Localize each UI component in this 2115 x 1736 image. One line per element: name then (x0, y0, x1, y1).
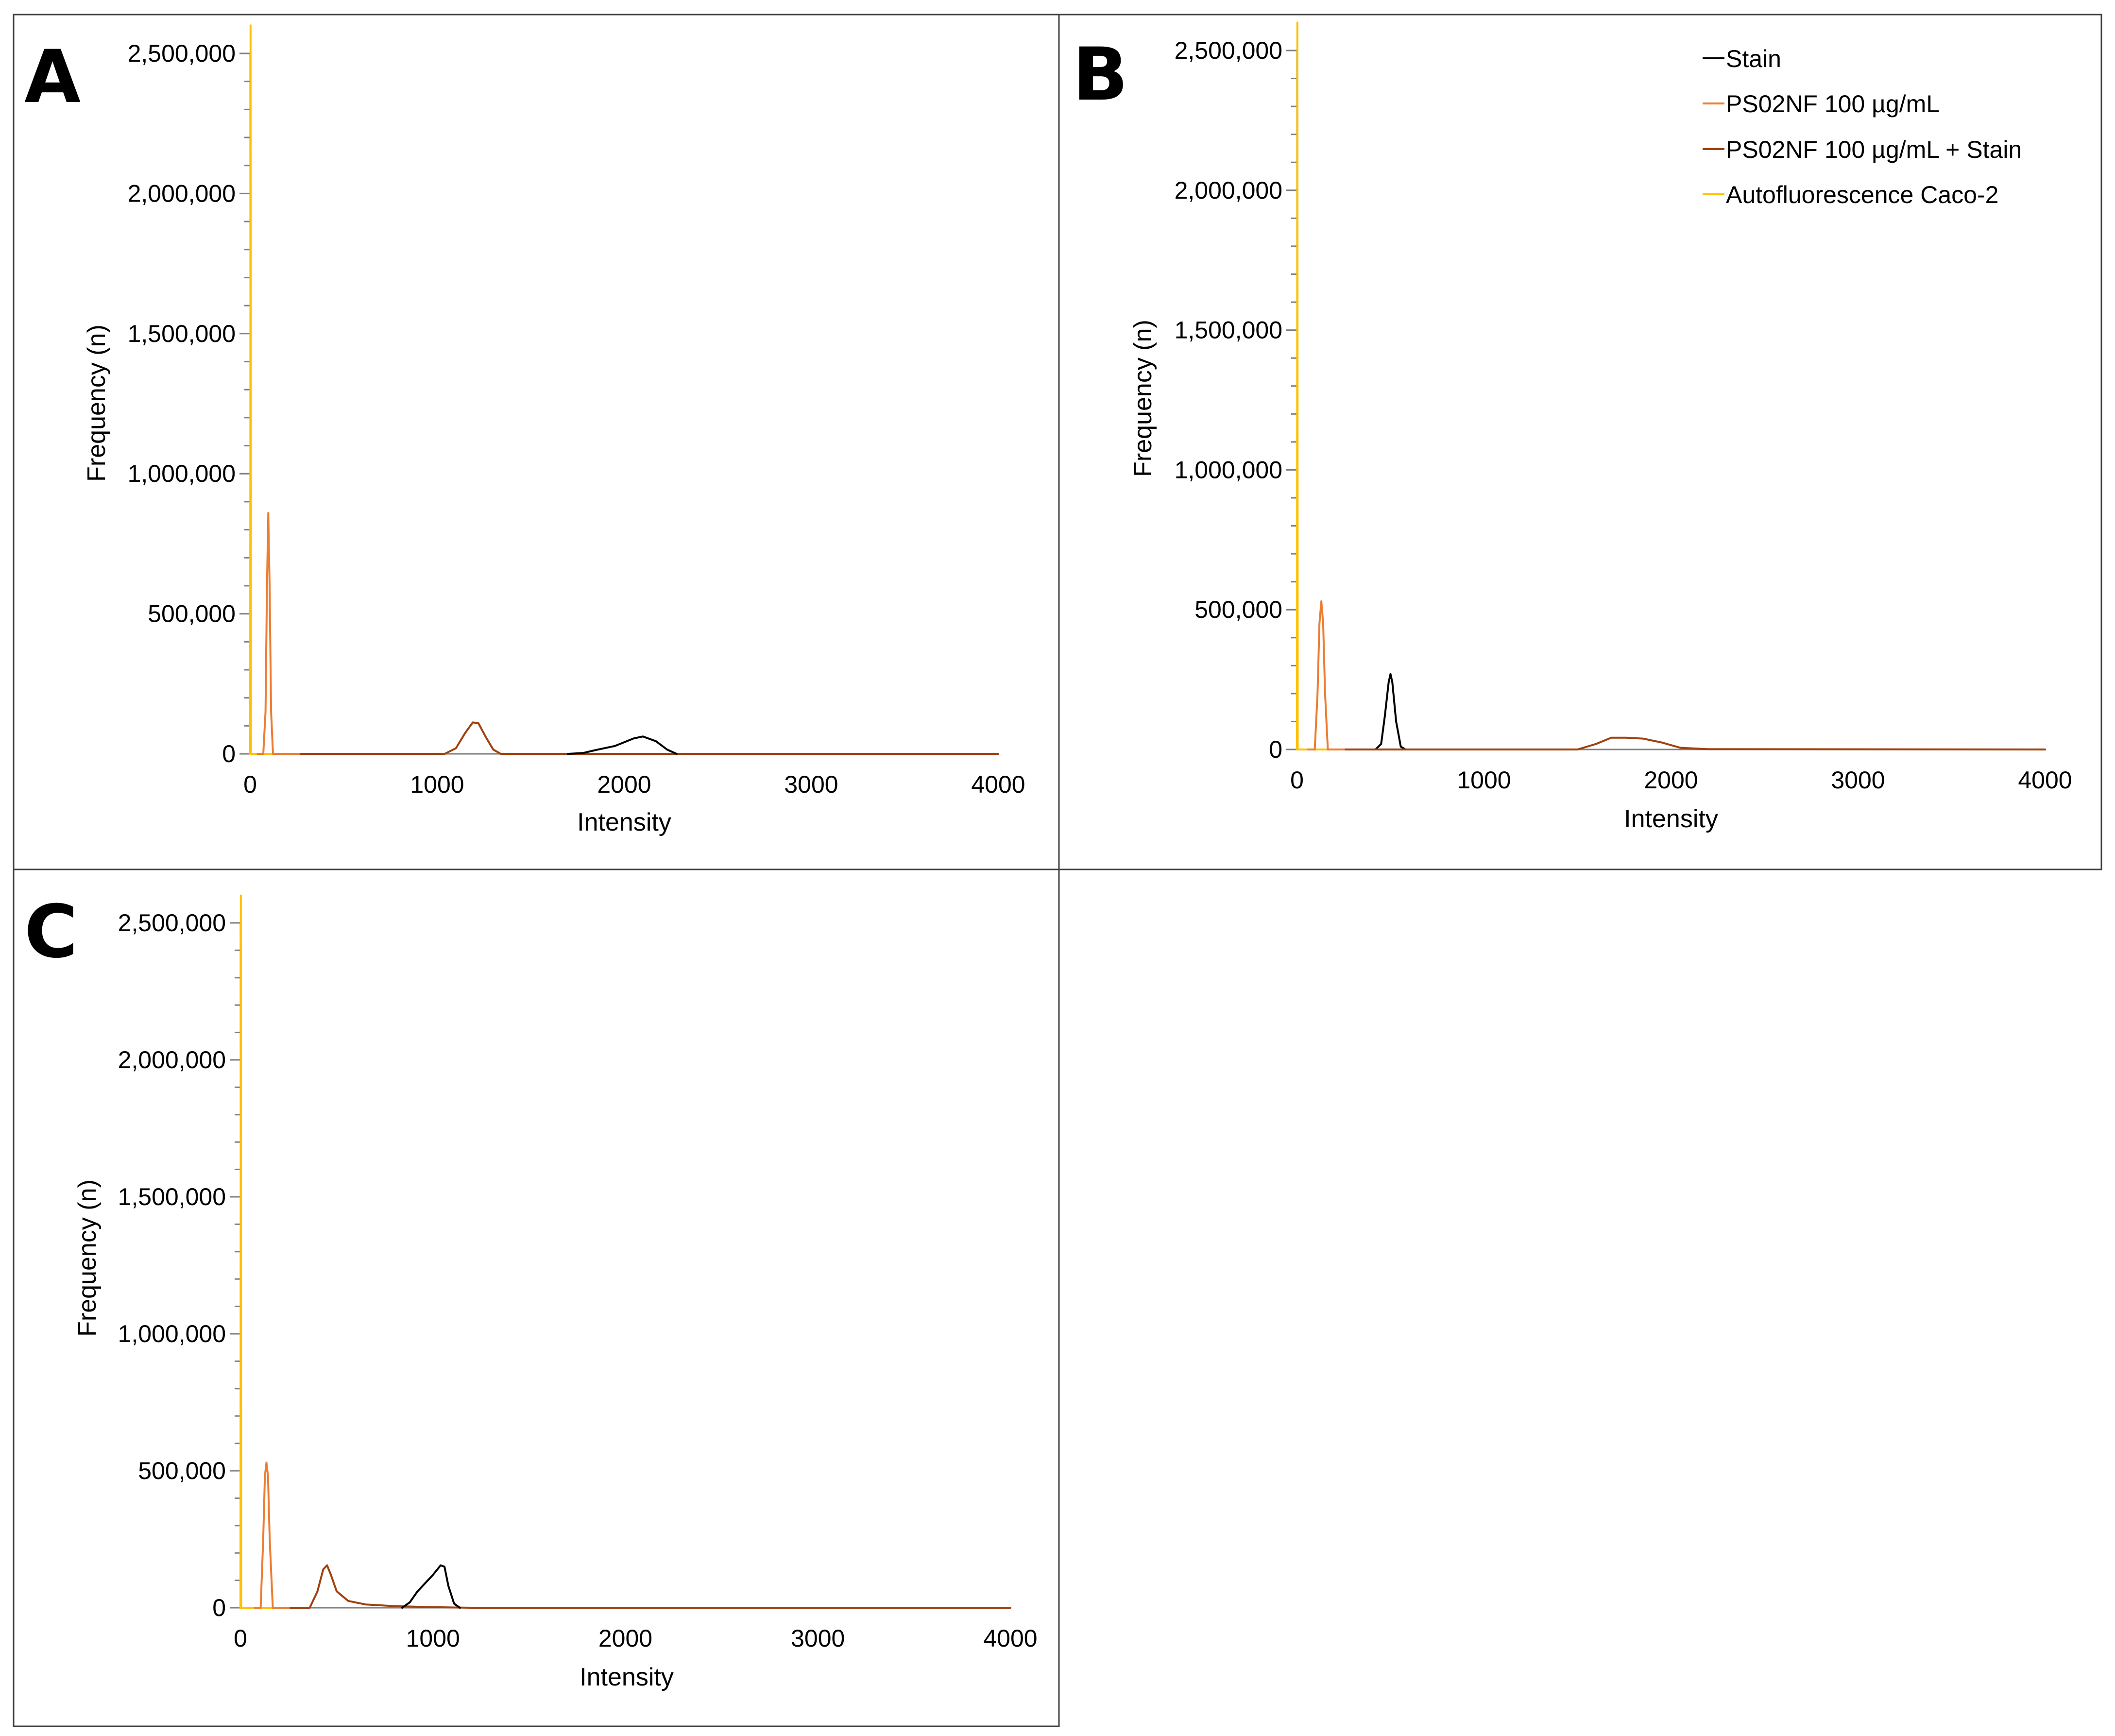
x-tick-label: 2000 (597, 771, 651, 798)
legend-label-ps02nf: PS02NF 100 µg/mL (1726, 90, 1940, 118)
series-line-autofluorescence (1296, 21, 1347, 750)
axes (249, 53, 998, 755)
y-axis-ticks: 0 500,000 1,000,000 1,500,000 2,000,000 2,500… (118, 909, 240, 1621)
x-tick-label: 0 (1290, 766, 1304, 794)
legend-entry-ps02nf-stain: PS02NF 100 µg/mL + Stain (1703, 136, 2022, 163)
legend-entry-stain: Stain (1703, 45, 1781, 72)
x-tick-label: 1000 (1457, 766, 1511, 794)
y-tick-label: 0 (222, 740, 236, 767)
x-axis-title: Intensity (1624, 805, 1718, 833)
panel-frame-b (1058, 14, 2102, 870)
y-tick-label: 500,000 (1194, 596, 1282, 623)
x-tick-label: 0 (234, 1625, 247, 1652)
legend-entry-ps02nf: PS02NF 100 µg/mL (1703, 90, 1940, 118)
x-tick-label: 4000 (2018, 766, 2072, 794)
panel-letter-a: A (24, 35, 81, 119)
x-axis-ticks: 0 1000 2000 3000 4000 (1290, 766, 2072, 794)
y-tick-label: 1,500,000 (118, 1183, 226, 1210)
y-tick-label: 0 (1269, 736, 1282, 763)
x-tick-label: 0 (243, 771, 257, 798)
panel-letter-c: C (24, 890, 78, 974)
x-tick-label: 2000 (598, 1625, 652, 1652)
series-line-autofluorescence (249, 24, 302, 755)
series-line-ps02nf (254, 1462, 291, 1609)
series-line-ps02nf_stain (1345, 736, 2046, 750)
series-line-ps02nf_stain (290, 1564, 1011, 1609)
x-tick-label: 3000 (791, 1625, 845, 1652)
panel-letter-b: B (1073, 33, 1128, 117)
y-axis-ticks: 0 500,000 1,000,000 1,500,000 2,000,000 2,500… (128, 40, 250, 767)
y-tick-label: 1,000,000 (1175, 456, 1282, 483)
series-line-ps02nf (1307, 600, 1347, 750)
y-tick-label: 2,500,000 (1175, 37, 1282, 64)
panel-frames (13, 14, 2102, 1727)
series-line-ps02nf (256, 512, 302, 755)
x-tick-label: 1000 (406, 1625, 460, 1652)
y-tick-label: 1,500,000 (128, 320, 236, 347)
x-axis-title: Intensity (577, 808, 671, 836)
panel-frame-c (13, 868, 1060, 1727)
x-axis-ticks: 0 1000 2000 3000 4000 (243, 771, 1025, 798)
series-lines (1296, 21, 2046, 750)
y-axis-title: Frequency (n) (83, 324, 111, 482)
y-tick-label: 2,000,000 (1175, 177, 1282, 204)
series-line-stain (1374, 673, 1407, 750)
y-tick-label: 0 (212, 1594, 226, 1621)
y-tick-label: 1,000,000 (128, 460, 236, 487)
y-tick-label: 500,000 (138, 1457, 226, 1484)
series-lines (239, 894, 1011, 1609)
x-axis-title: Intensity (580, 1663, 674, 1691)
x-tick-label: 2000 (1644, 766, 1698, 794)
y-tick-label: 500,000 (148, 600, 236, 628)
series-lines (249, 24, 999, 755)
panel-frame-a (13, 14, 1060, 870)
y-tick-label: 2,500,000 (118, 909, 226, 936)
panel-a: A 0 500,000 1,000,000 1,500,000 2,000,000 2,5… (24, 24, 1025, 836)
x-tick-label: 3000 (784, 771, 838, 798)
y-axis-title: Frequency (n) (73, 1179, 102, 1337)
x-axis-ticks: 0 1000 2000 3000 4000 (234, 1625, 1038, 1652)
axes (239, 923, 1010, 1609)
y-axis-title: Frequency (n) (1129, 320, 1157, 477)
series-line-ps02nf_stain (300, 721, 999, 755)
y-tick-label: 2,000,000 (128, 180, 236, 207)
legend-entry-autofluorescence: Autofluorescence Caco-2 (1703, 181, 1998, 208)
x-tick-label: 3000 (1831, 766, 1885, 794)
x-tick-label: 4000 (971, 771, 1025, 798)
y-axis-ticks: 0 500,000 1,000,000 1,500,000 2,000,000 2,500… (1175, 37, 1297, 763)
legend-label-ps02nf-stain: PS02NF 100 µg/mL + Stain (1726, 136, 2022, 163)
y-tick-label: 2,000,000 (118, 1046, 226, 1073)
legend: Stain PS02NF 100 µg/mL PS02NF 100 µg/mL … (1703, 45, 2022, 208)
y-tick-label: 1,000,000 (118, 1320, 226, 1347)
y-tick-label: 1,500,000 (1175, 317, 1282, 344)
legend-label-autofluorescence: Autofluorescence Caco-2 (1726, 181, 1998, 208)
legend-label-stain: Stain (1726, 45, 1781, 72)
series-line-stain (401, 1564, 461, 1609)
series-line-stain (567, 735, 678, 755)
y-tick-label: 2,500,000 (128, 40, 236, 67)
x-tick-label: 1000 (410, 771, 464, 798)
series-line-autofluorescence (239, 894, 291, 1609)
x-tick-label: 4000 (983, 1625, 1037, 1652)
panel-c: C 0 500,000 1,000,000 1,500,000 2,000,000 2,5… (24, 890, 1038, 1691)
panel-b: B 0 500,000 1,000,000 1,500,000 2,000,000 2,5… (1073, 21, 2072, 833)
